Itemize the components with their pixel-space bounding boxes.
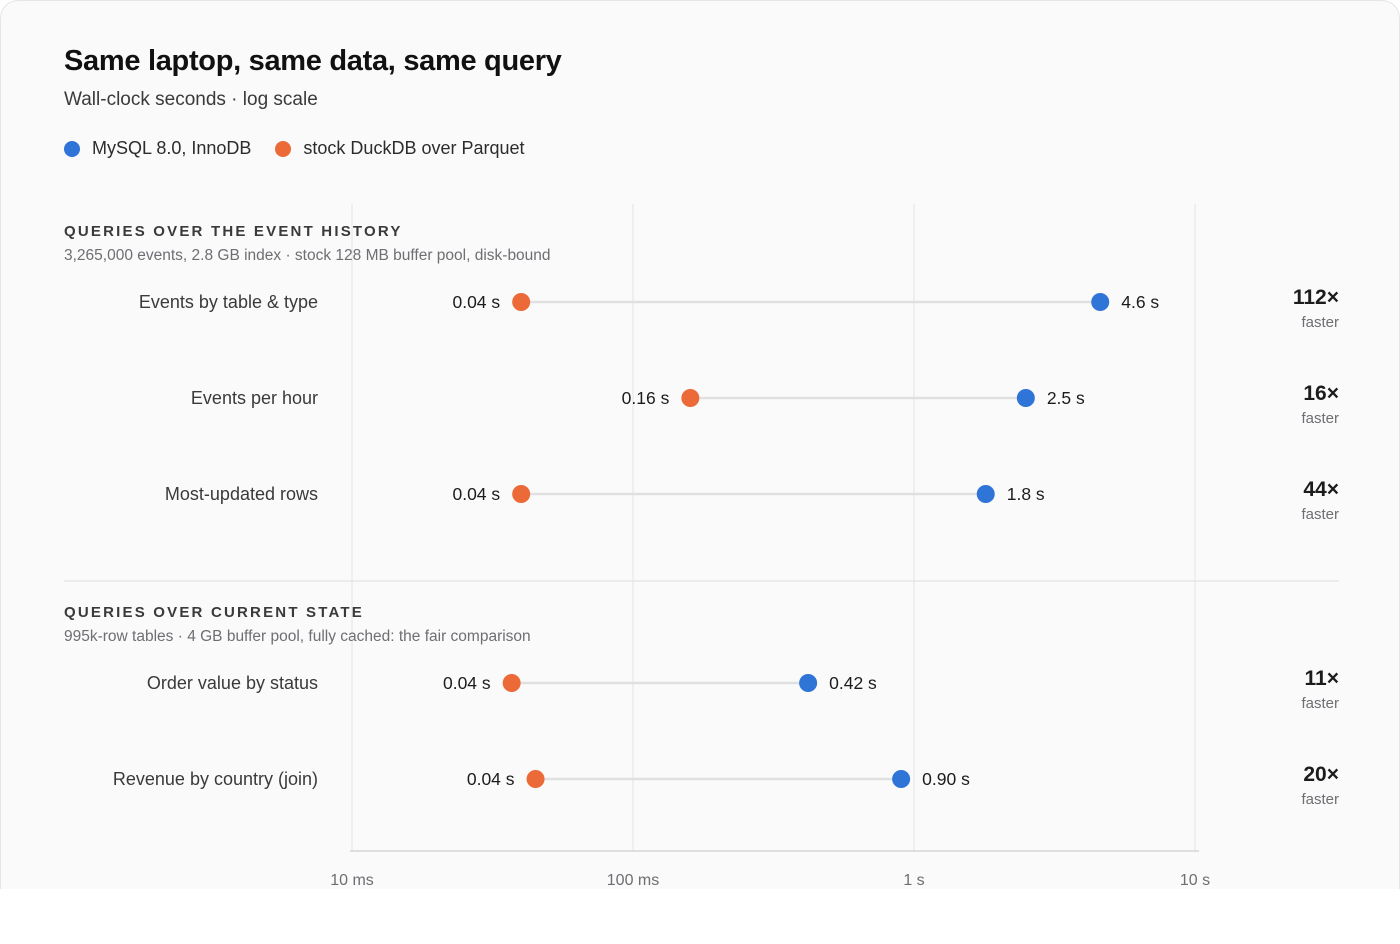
mysql-point: [1091, 293, 1110, 311]
mysql-point: [892, 770, 911, 788]
section-heading: QUERIES OVER CURRENT STATE: [64, 604, 364, 621]
row-label: Order value by status: [147, 673, 318, 693]
x-tick-label-1: 100 ms: [607, 872, 659, 889]
speedup-ratio: 20×: [1303, 763, 1339, 786]
speedup-note: faster: [1301, 695, 1339, 712]
legend-label-mysql: MySQL 8.0, InnoDB: [92, 138, 252, 158]
x-tick-label-0: 10 ms: [330, 872, 374, 889]
row-label: Events per hour: [191, 388, 318, 408]
duckdb-value-label: 0.04 s: [452, 484, 500, 504]
dumbbell-chart: 10 ms 100 ms 1 s 10 s QUERIES OVER THE EVENT…: [64, 204, 1339, 889]
duckdb-value-label: 0.04 s: [452, 292, 500, 312]
speedup-note: faster: [1301, 506, 1339, 523]
mysql-value-label: 0.90 s: [922, 769, 970, 789]
duckdb-value-label: 0.16 s: [622, 388, 670, 408]
speedup-note: faster: [1301, 314, 1339, 331]
speedup-note: faster: [1301, 791, 1339, 808]
legend-label-duckdb: stock DuckDB over Parquet: [303, 138, 525, 158]
speedup-ratio: 11×: [1305, 667, 1339, 690]
chart-legend: MySQL 8.0, InnoDB stock DuckDB over Parq…: [64, 138, 549, 159]
mysql-point: [976, 485, 995, 503]
x-tick-label-3: 10 s: [1180, 872, 1210, 889]
row-label: Revenue by country (join): [113, 769, 318, 789]
mysql-value-label: 2.5 s: [1047, 388, 1085, 408]
x-tick-label-2: 1 s: [903, 872, 924, 889]
chart-title: Same laptop, same data, same query: [64, 45, 562, 77]
speedup-ratio: 44×: [1303, 478, 1339, 501]
duckdb-point: [526, 770, 545, 788]
legend-item-mysql: MySQL 8.0, InnoDB: [64, 138, 251, 159]
duckdb-value-label: 0.04 s: [443, 673, 491, 693]
section-heading: QUERIES OVER THE EVENT HISTORY: [64, 223, 403, 240]
mysql-value-label: 4.6 s: [1121, 292, 1159, 312]
mysql-value-label: 0.42 s: [829, 673, 877, 693]
row-label: Events by table & type: [139, 292, 318, 312]
row-label: Most-updated rows: [165, 484, 318, 504]
chart-card: Same laptop, same data, same query Wall-…: [0, 0, 1400, 889]
duckdb-point: [681, 389, 700, 407]
duckdb-value-label: 0.04 s: [467, 769, 515, 789]
legend-item-duckdb: stock DuckDB over Parquet: [275, 138, 525, 159]
duckdb-point: [512, 293, 531, 311]
legend-swatch-mysql: [64, 140, 80, 157]
chart-subtitle: Wall-clock seconds · log scale: [64, 89, 318, 110]
speedup-note: faster: [1301, 410, 1339, 427]
speedup-ratio: 16×: [1303, 382, 1339, 405]
duckdb-point: [512, 485, 531, 503]
section-note: 995k-row tables · 4 GB buffer pool, full…: [64, 628, 531, 645]
duckdb-point: [502, 674, 521, 692]
mysql-point: [1016, 389, 1035, 407]
mysql-point: [799, 674, 818, 692]
mysql-value-label: 1.8 s: [1007, 484, 1045, 504]
legend-swatch-duckdb: [275, 140, 292, 157]
section-note: 3,265,000 events, 2.8 GB index · stock 1…: [64, 247, 551, 264]
speedup-ratio: 112×: [1293, 286, 1339, 309]
